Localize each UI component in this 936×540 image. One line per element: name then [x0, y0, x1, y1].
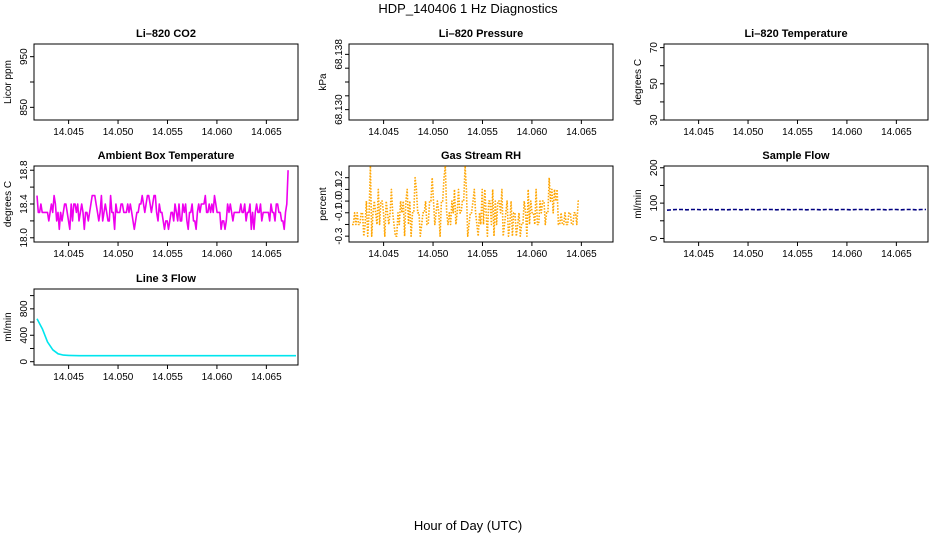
x-tick-label: 14.060	[202, 127, 233, 138]
panel-title: Sample Flow	[762, 150, 830, 162]
y-tick-label: -0.3	[334, 227, 345, 245]
x-tick-label: 14.065	[881, 127, 912, 138]
x-tick-label: 14.065	[251, 372, 282, 383]
panel-pressure: Li–820 Pressure 14.045 14.050 14.055 14.060 1…	[318, 28, 614, 138]
x-tick-label: 14.050	[418, 249, 449, 260]
panel-line3-flow: Line 3 Flow 14.045 14.050 14.055 14.060 14.06…	[3, 273, 299, 383]
y-tick-label: 70	[649, 42, 660, 54]
y-tick-label: 18.4	[19, 194, 30, 214]
y-axis-label: kPa	[318, 73, 329, 91]
plot-frame	[663, 43, 929, 121]
series-line	[36, 170, 289, 231]
y-tick-label: 850	[19, 99, 30, 116]
x-axis-label: Hour of Day (UTC)	[413, 518, 523, 533]
x-tick-label: 14.060	[202, 372, 233, 383]
x-tick-label: 14.045	[683, 127, 714, 138]
y-tick-label: 30	[649, 114, 660, 126]
x-tick-label: 14.055	[782, 249, 813, 260]
panel-title: Li–820 CO2	[136, 28, 196, 40]
x-tick-label: 14.055	[782, 127, 813, 138]
x-tick-label: 14.065	[566, 127, 597, 138]
x-tick-label: 14.045	[53, 127, 84, 138]
panel-rh: Gas Stream RH 14.045 14.050 14.055 14.060 14.…	[318, 150, 614, 260]
panel-temperature: Li–820 Temperature 14.045 14.050 14.055 14.0…	[633, 28, 929, 138]
panel-sample-flow: Sample Flow 14.045 14.050 14.055 14.060 14.06…	[633, 150, 929, 260]
x-tick-label: 14.045	[683, 249, 714, 260]
panel-title: Line 3 Flow	[136, 273, 196, 285]
panel-title: Ambient Box Temperature	[98, 150, 235, 162]
x-tick-label: 14.055	[467, 249, 498, 260]
x-tick-label: 14.060	[517, 249, 548, 260]
x-tick-label: 14.065	[251, 249, 282, 260]
y-tick-label: -0.1	[334, 204, 345, 222]
y-tick-label: 0.0	[334, 194, 345, 208]
panel-title: Gas Stream RH	[441, 150, 521, 162]
plot-frame	[348, 43, 614, 121]
series-line	[352, 165, 580, 237]
x-tick-label: 14.065	[566, 249, 597, 260]
x-tick-label: 14.060	[832, 249, 863, 260]
panel-title: Li–820 Temperature	[744, 28, 847, 40]
x-tick-label: 14.055	[152, 372, 183, 383]
y-tick-label: 18.8	[19, 160, 30, 180]
y-tick-label: 0.1	[334, 182, 345, 196]
y-axis-label: ml/min	[633, 189, 644, 218]
panel-title: Li–820 Pressure	[439, 28, 523, 40]
y-axis-label: degrees C	[633, 59, 644, 105]
panel-co2: Li–820 CO2 14.045 14.050 14.055 14.060 14.065…	[3, 28, 299, 138]
x-tick-label: 14.045	[368, 249, 399, 260]
y-tick-label: 800	[19, 300, 30, 317]
x-tick-label: 14.045	[368, 127, 399, 138]
plot-frame	[663, 165, 929, 243]
x-tick-label: 14.050	[733, 249, 764, 260]
plot-frame	[348, 165, 614, 243]
x-tick-label: 14.050	[103, 249, 134, 260]
x-tick-label: 14.060	[517, 127, 548, 138]
series-line	[36, 318, 296, 357]
y-tick-label: 0	[649, 235, 660, 241]
y-tick-label: 68.138	[334, 39, 345, 70]
panel-box-temp: Ambient Box Temperature 14.045 14.050 14.05…	[3, 150, 299, 260]
x-tick-label: 14.055	[467, 127, 498, 138]
x-tick-label: 14.065	[881, 249, 912, 260]
y-tick-label: 400	[19, 326, 30, 343]
y-tick-label: 18.0	[19, 228, 30, 248]
series-line	[666, 208, 926, 211]
x-tick-label: 14.045	[53, 249, 84, 260]
y-axis-label: degrees C	[3, 181, 14, 227]
y-tick-label: 950	[19, 48, 30, 65]
y-tick-label: 0.2	[334, 170, 345, 184]
plot-frame	[33, 288, 299, 366]
plot-frame	[33, 43, 299, 121]
x-tick-label: 14.065	[251, 127, 282, 138]
y-tick-label: 68.130	[334, 94, 345, 125]
figure-title: HDP_140406 1 Hz Diagnostics	[378, 1, 558, 16]
x-tick-label: 14.050	[103, 372, 134, 383]
x-tick-label: 14.045	[53, 372, 84, 383]
x-tick-label: 14.060	[202, 249, 233, 260]
x-tick-label: 14.050	[103, 127, 134, 138]
x-tick-label: 14.055	[152, 249, 183, 260]
y-axis-label: ml/min	[3, 312, 14, 341]
y-tick-label: 100	[649, 194, 660, 211]
x-tick-label: 14.055	[152, 127, 183, 138]
y-axis-label: percent	[318, 187, 329, 221]
y-tick-label: 0	[19, 358, 30, 364]
x-tick-label: 14.050	[733, 127, 764, 138]
y-axis-label: Licor ppm	[3, 60, 14, 104]
y-tick-label: 200	[649, 159, 660, 176]
y-tick-label: 50	[649, 78, 660, 90]
x-tick-label: 14.050	[418, 127, 449, 138]
x-tick-label: 14.060	[832, 127, 863, 138]
